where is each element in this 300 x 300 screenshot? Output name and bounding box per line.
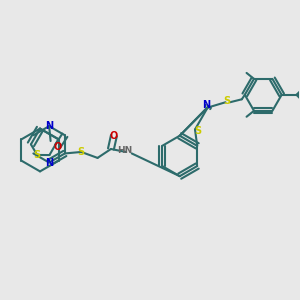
Text: S: S xyxy=(78,147,85,157)
Text: N: N xyxy=(45,121,53,131)
Text: HN: HN xyxy=(117,146,132,155)
Text: S: S xyxy=(194,126,201,136)
Text: S: S xyxy=(34,150,41,160)
Text: O: O xyxy=(110,130,118,141)
Text: N: N xyxy=(45,158,53,167)
Text: O: O xyxy=(53,142,62,152)
Text: S: S xyxy=(224,96,230,106)
Text: N: N xyxy=(202,100,210,110)
